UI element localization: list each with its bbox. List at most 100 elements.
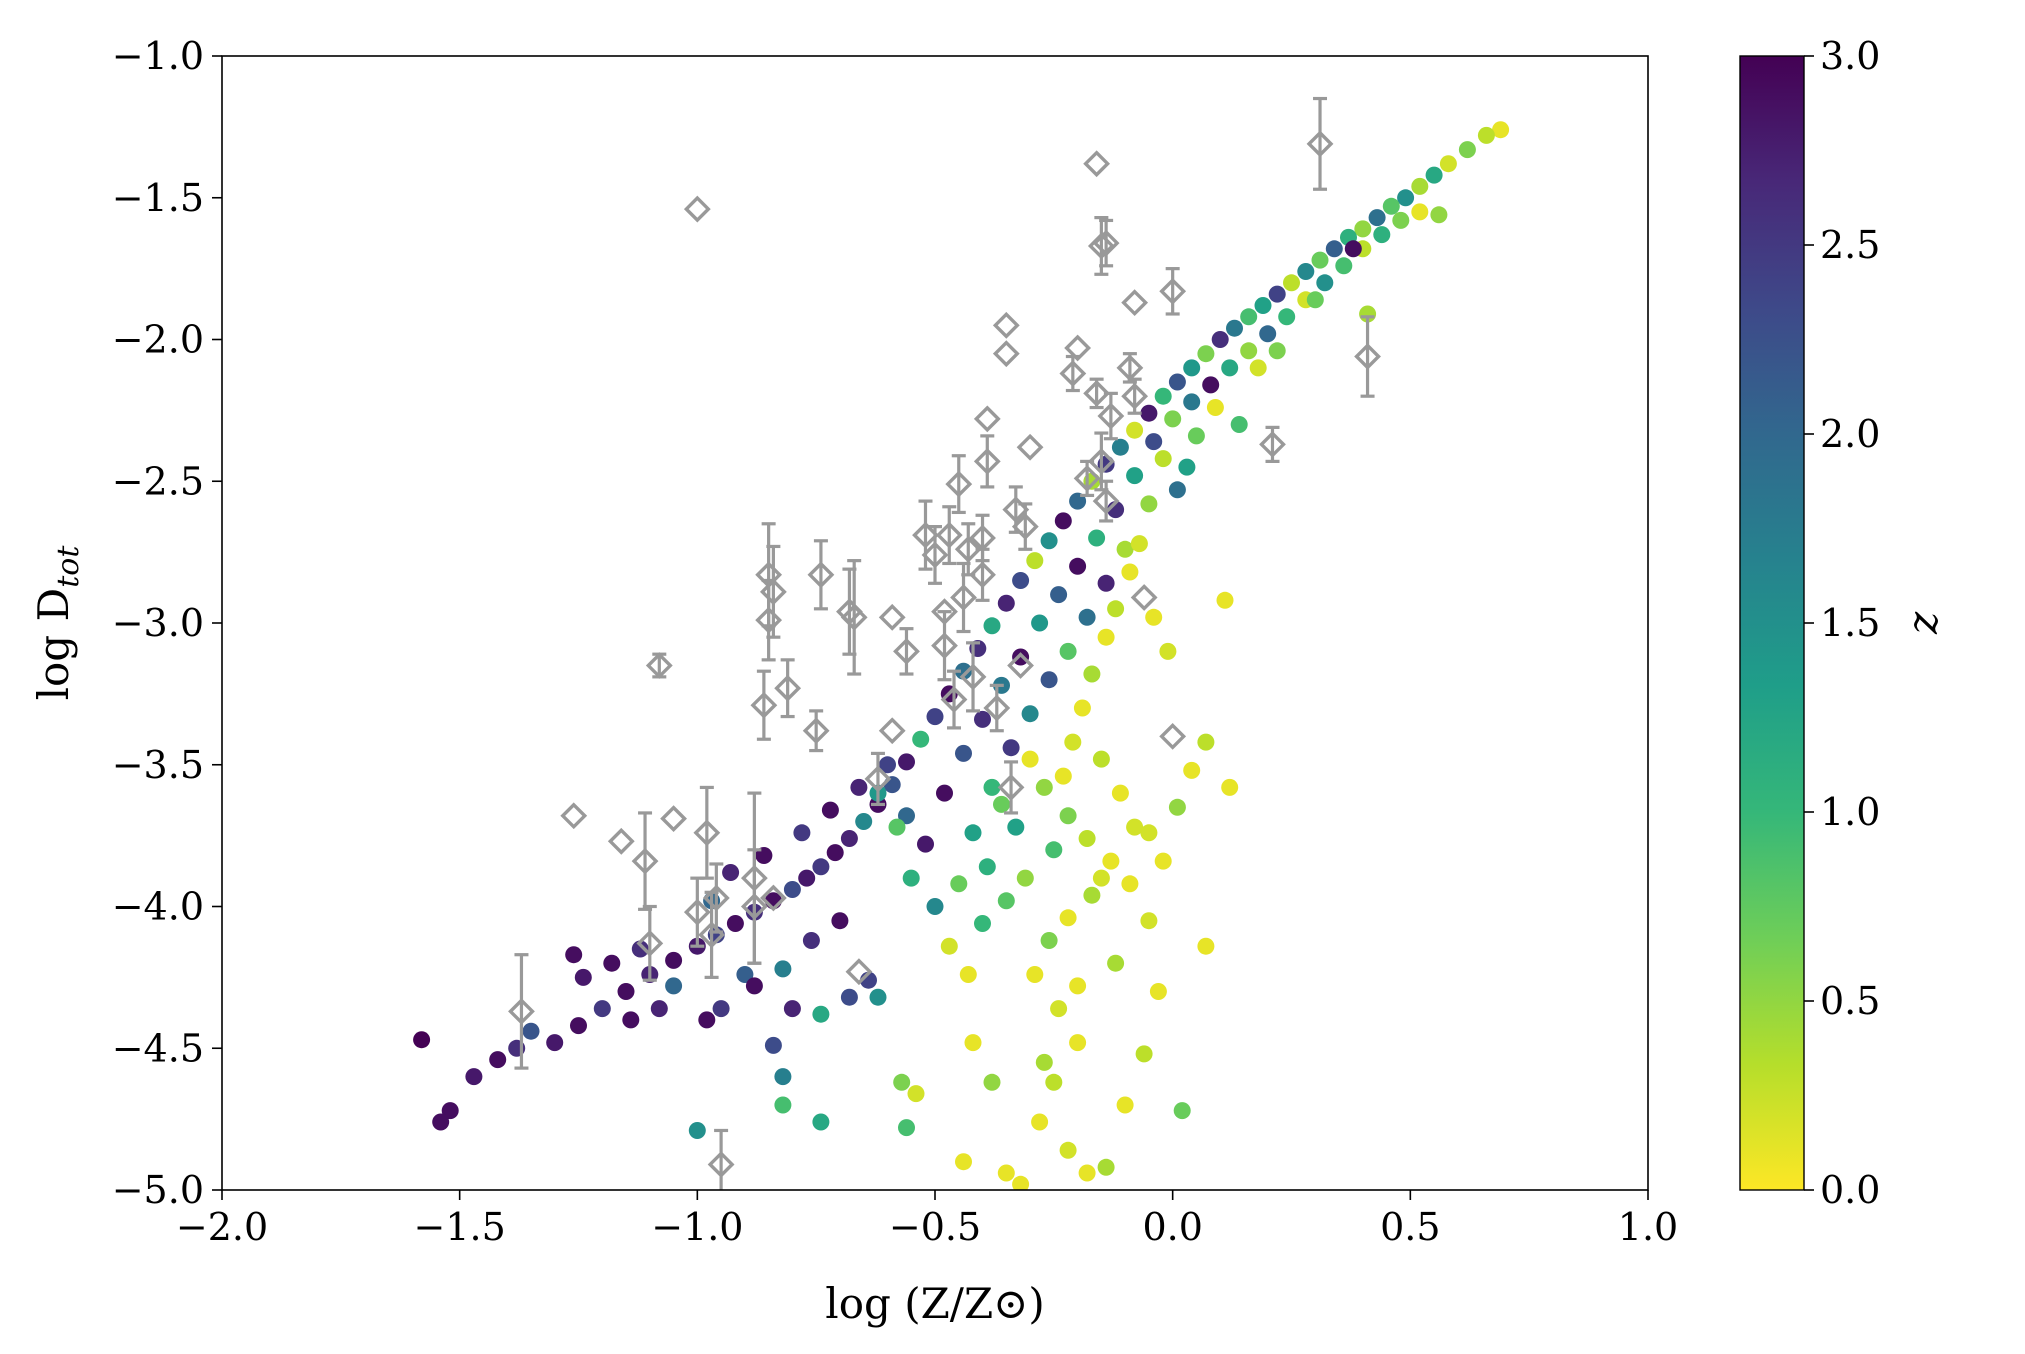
simulated-galaxy-point [1059, 807, 1077, 825]
simulated-galaxy-point [869, 988, 887, 1006]
diamond-marker [1092, 487, 1120, 515]
diamond-marker [945, 470, 973, 498]
observation-point [1259, 425, 1286, 464]
simulated-galaxy-point [1168, 373, 1186, 391]
observation-point [973, 405, 1001, 433]
simulated-galaxy-point [1078, 608, 1096, 626]
simulated-galaxy-point [1492, 121, 1510, 139]
simulated-galaxy-point [1477, 126, 1495, 144]
y-tick-label: −2.0 [112, 318, 204, 362]
simulated-galaxy-point [722, 864, 740, 881]
diamond-marker [1092, 229, 1120, 257]
simulated-galaxy-point [622, 1011, 640, 1029]
simulated-galaxy-point [955, 1153, 972, 1171]
simulated-galaxy-point [926, 898, 944, 915]
diamond-marker [959, 663, 987, 691]
simulated-galaxy-point [1368, 209, 1386, 227]
simulated-galaxy-point [907, 1085, 925, 1103]
observation-point [959, 641, 987, 713]
observation-point [1083, 377, 1111, 410]
simulated-galaxy-point [1035, 778, 1053, 796]
simulated-galaxy-point [1411, 177, 1429, 195]
simulated-galaxy-point [650, 1000, 668, 1018]
simulated-galaxy-point [1168, 481, 1186, 499]
colorbar-tick-label: 2.0 [1820, 412, 1880, 456]
diamond-marker [845, 958, 873, 986]
observation-point [1064, 334, 1092, 362]
simulated-galaxy-point [1083, 665, 1101, 683]
simulated-galaxy-point [1111, 784, 1129, 802]
observation-point [878, 603, 906, 631]
simulated-galaxy-point [1344, 240, 1362, 258]
diamond-marker [702, 884, 730, 912]
simulated-galaxy-point [1297, 263, 1315, 280]
diamond-marker [759, 884, 787, 912]
diamond-marker [1259, 430, 1286, 458]
diamond-marker [878, 603, 906, 631]
simulated-galaxy-point [812, 1113, 830, 1131]
y-tick-label: −4.5 [112, 1026, 204, 1070]
diamond-marker [940, 686, 968, 713]
simulated-galaxy-point [917, 835, 934, 853]
simulated-galaxy-point [1102, 852, 1120, 870]
simulated-galaxy-point [665, 977, 683, 995]
observation-point [807, 539, 835, 611]
y-tick-label: −4.0 [112, 885, 204, 929]
simulated-galaxy-point [850, 778, 868, 796]
simulated-galaxy-point [1130, 535, 1148, 553]
simulated-galaxy-point [888, 818, 906, 836]
observation-point [774, 658, 802, 719]
y-tick-label: −1.5 [112, 176, 204, 220]
observation-point [1092, 479, 1120, 523]
observation-point [607, 827, 635, 855]
diamond-marker [707, 1151, 735, 1178]
diamond-marker [878, 717, 906, 745]
simulated-galaxy-point [898, 753, 915, 771]
observation-point [1121, 289, 1149, 317]
simulated-galaxy-point [959, 966, 977, 983]
simulated-galaxy-point [997, 594, 1015, 612]
simulated-galaxy-point [936, 784, 953, 802]
simulated-galaxy-point [898, 1119, 915, 1137]
simulated-galaxy-point [1354, 220, 1372, 238]
simulated-galaxy-point [522, 1022, 540, 1040]
simulated-galaxy-point [1164, 410, 1182, 428]
simulated-galaxy-point [1178, 458, 1196, 476]
diamond-marker [1083, 379, 1111, 407]
simulated-galaxy-point [1078, 830, 1096, 847]
simulated-galaxy-point [1045, 1073, 1063, 1091]
observation-point [864, 751, 892, 807]
x-tick-label: −1.5 [414, 1205, 506, 1249]
simulated-galaxy-point [1254, 297, 1272, 314]
observation-point [707, 1128, 735, 1190]
simulated-galaxy-point [831, 912, 849, 930]
data-layer [413, 96, 1510, 1190]
diamond-marker [1083, 150, 1111, 178]
observation-point [645, 652, 673, 679]
y-tick-label: −3.0 [112, 601, 204, 645]
simulated-galaxy-point [1059, 1141, 1077, 1159]
diamond-marker [740, 893, 768, 920]
simulated-galaxy-point [774, 1068, 792, 1086]
simulated-galaxy-point [1031, 614, 1049, 632]
simulated-galaxy-point [774, 960, 792, 978]
simulated-galaxy-point [1183, 359, 1201, 377]
observation-point [912, 499, 939, 571]
simulated-galaxy-point [1221, 359, 1239, 377]
diamond-marker [1121, 382, 1149, 410]
simulated-galaxy-point [726, 915, 744, 932]
simulated-galaxy-point [1206, 399, 1224, 416]
simulated-galaxy-point [1116, 540, 1134, 558]
simulated-galaxy-point [983, 778, 1001, 796]
simulated-galaxy-point [983, 1073, 1001, 1091]
simulated-galaxy-point [1035, 1053, 1053, 1071]
simulated-galaxy-point [1069, 977, 1087, 995]
observation-point [1073, 459, 1101, 498]
simulated-galaxy-point [1064, 733, 1082, 751]
simulated-galaxy-point [798, 869, 816, 887]
simulated-galaxy-point [1012, 648, 1030, 666]
observation-point [759, 544, 787, 639]
simulated-galaxy-point [793, 824, 811, 842]
observation-point [1354, 315, 1381, 398]
diamond-marker [1097, 402, 1125, 430]
